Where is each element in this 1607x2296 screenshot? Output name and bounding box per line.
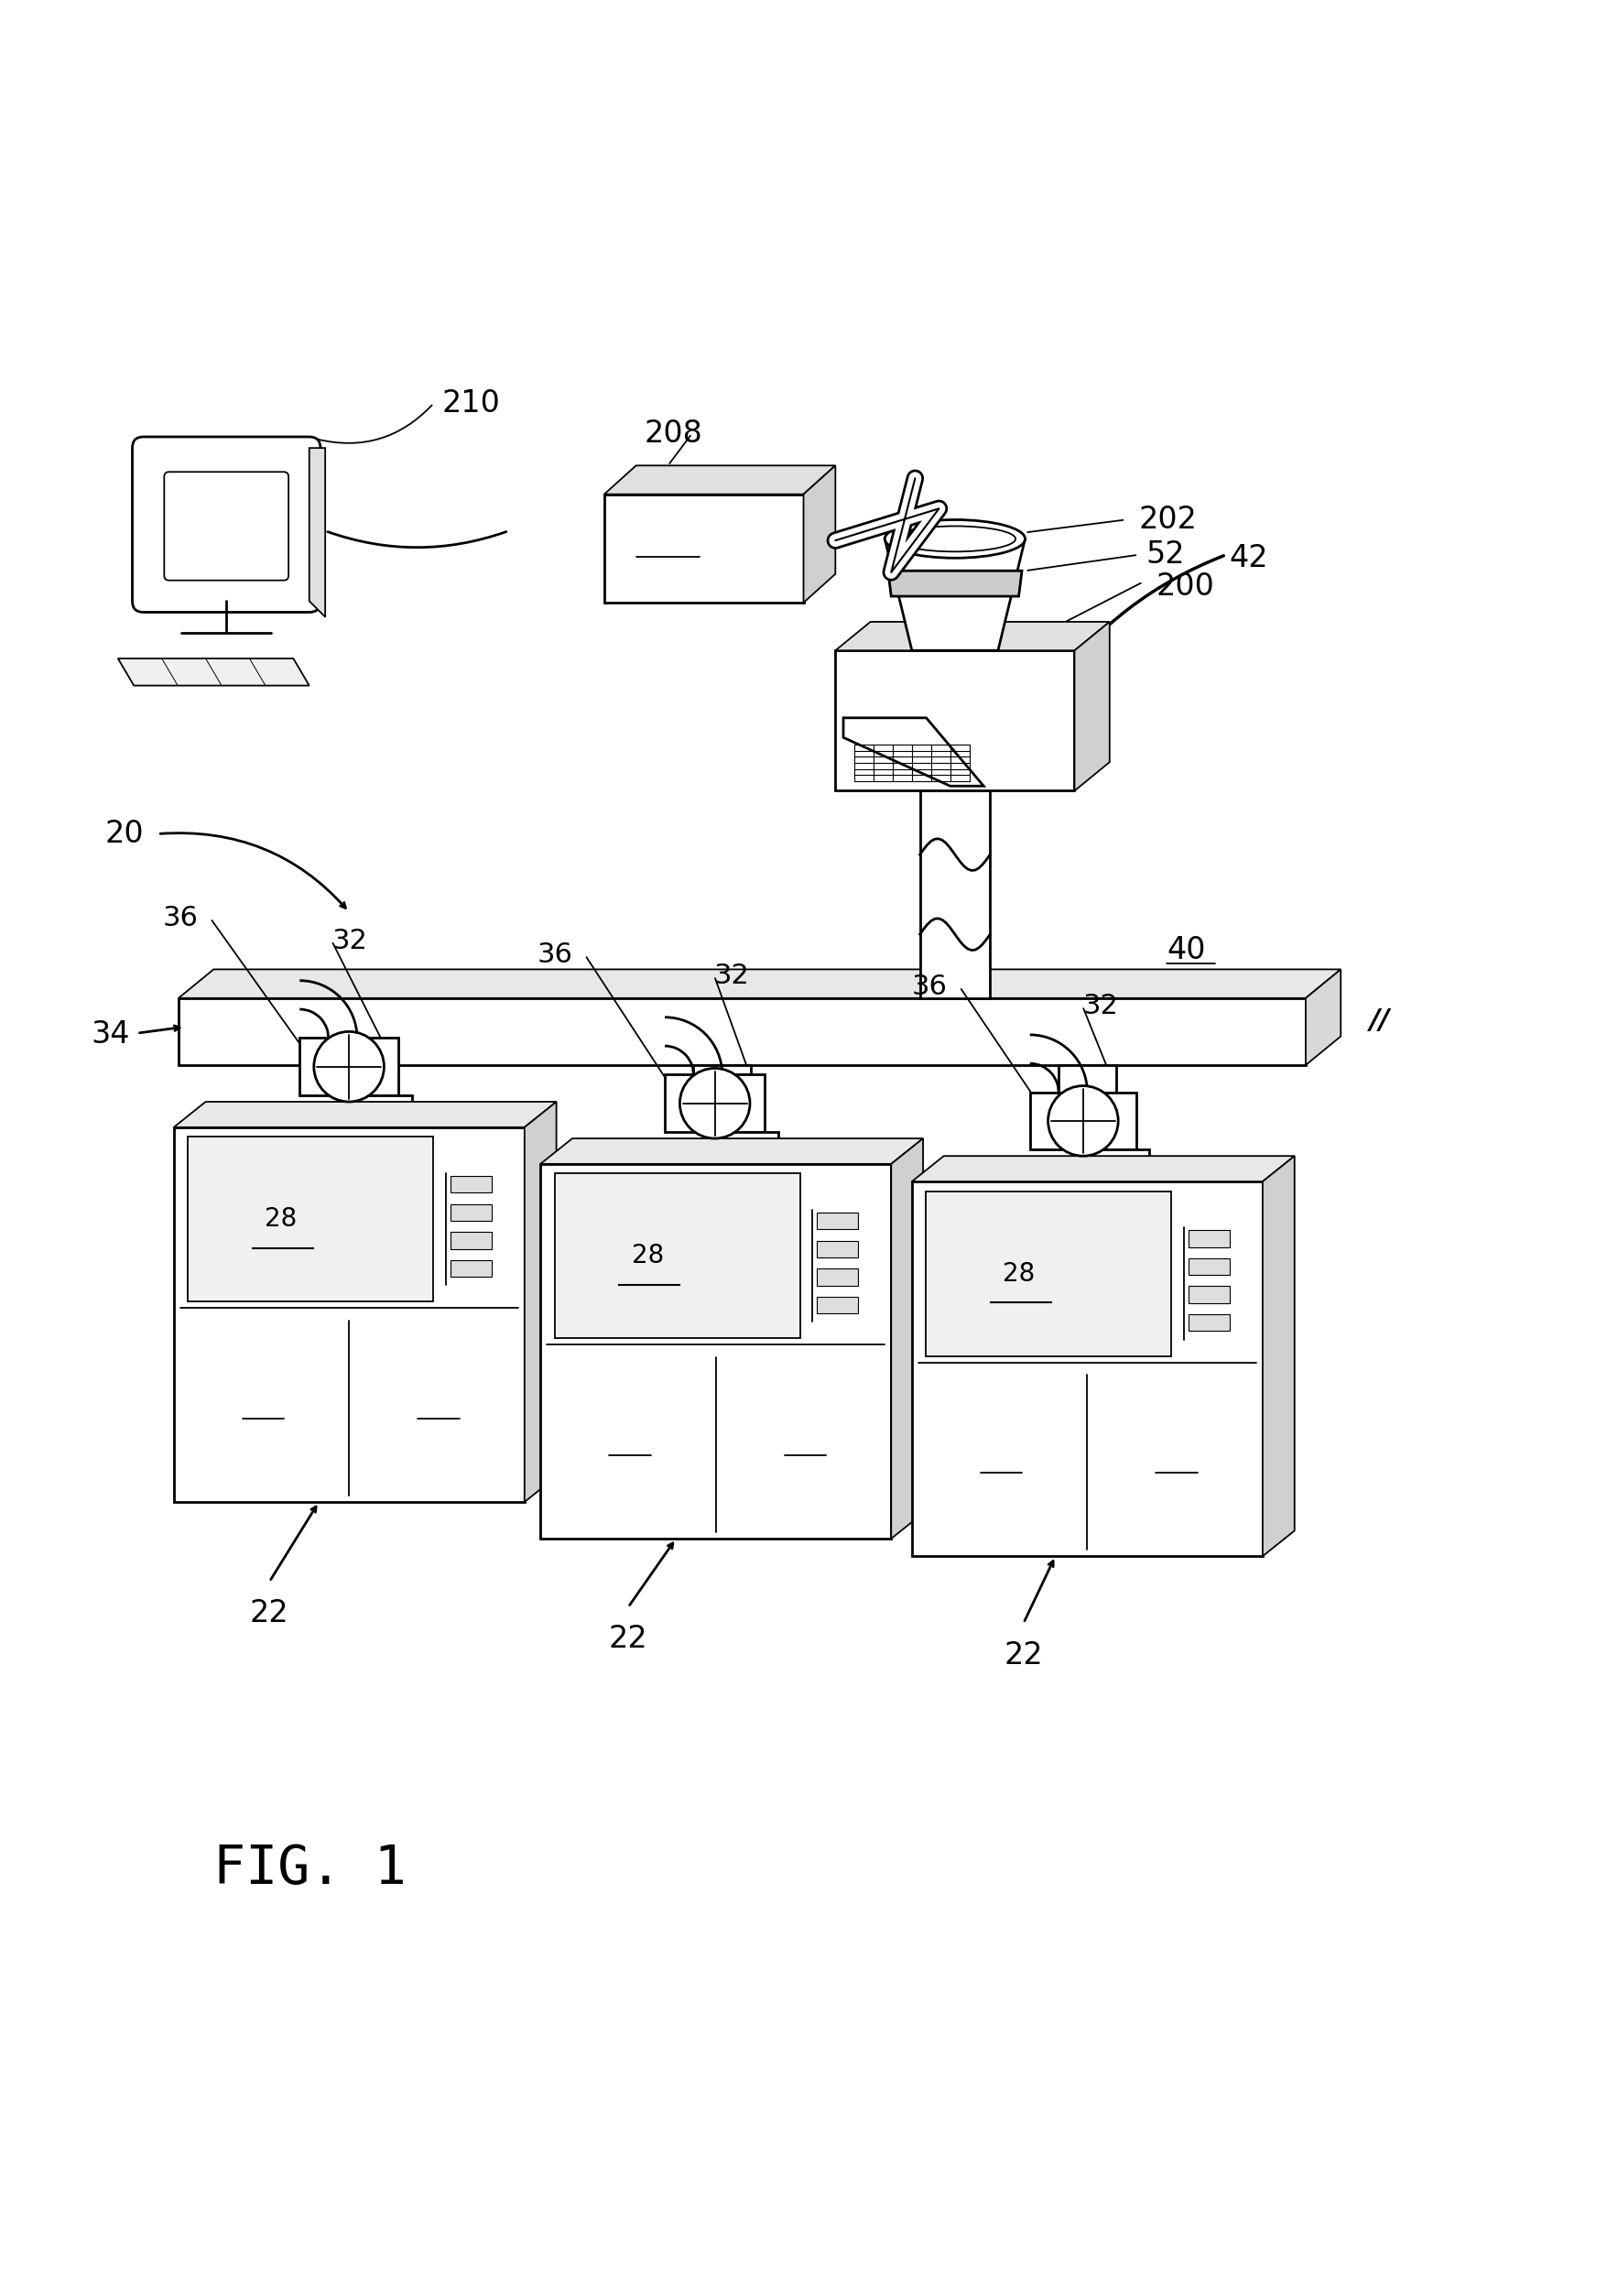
Text: 28: 28 bbox=[265, 1205, 297, 1233]
Polygon shape bbox=[911, 1155, 1295, 1182]
Text: 52: 52 bbox=[1146, 540, 1186, 569]
Text: FIG. 1: FIG. 1 bbox=[214, 1844, 407, 1894]
Bar bbox=[1189, 1231, 1229, 1247]
Text: 40: 40 bbox=[1167, 934, 1205, 964]
Bar bbox=[816, 1240, 858, 1258]
Text: 32: 32 bbox=[1083, 992, 1118, 1019]
Polygon shape bbox=[524, 1102, 556, 1502]
Polygon shape bbox=[301, 1038, 399, 1095]
Polygon shape bbox=[836, 650, 1075, 790]
Polygon shape bbox=[694, 1065, 750, 1075]
Polygon shape bbox=[1091, 1150, 1149, 1182]
Polygon shape bbox=[885, 540, 1025, 650]
Text: 36: 36 bbox=[162, 905, 198, 932]
Polygon shape bbox=[844, 719, 983, 785]
Bar bbox=[450, 1261, 492, 1277]
Text: 20: 20 bbox=[104, 820, 145, 850]
Circle shape bbox=[680, 1068, 750, 1139]
Text: 28: 28 bbox=[1003, 1261, 1035, 1286]
Bar bbox=[1189, 1258, 1229, 1274]
Text: 36: 36 bbox=[911, 974, 948, 1001]
Bar bbox=[816, 1270, 858, 1286]
Polygon shape bbox=[919, 790, 990, 999]
FancyBboxPatch shape bbox=[132, 436, 320, 613]
Polygon shape bbox=[926, 1192, 1172, 1357]
Text: 200: 200 bbox=[1155, 572, 1215, 602]
Text: 36: 36 bbox=[537, 941, 572, 969]
Polygon shape bbox=[178, 999, 1306, 1065]
Circle shape bbox=[313, 1031, 384, 1102]
Bar bbox=[1189, 1313, 1229, 1332]
Text: 210: 210 bbox=[442, 388, 500, 418]
Bar bbox=[450, 1203, 492, 1221]
Polygon shape bbox=[1059, 1065, 1115, 1093]
Polygon shape bbox=[540, 1164, 892, 1538]
Text: 42: 42 bbox=[1229, 542, 1268, 574]
Polygon shape bbox=[604, 494, 804, 602]
Bar bbox=[450, 1233, 492, 1249]
Polygon shape bbox=[911, 1182, 1263, 1557]
Ellipse shape bbox=[885, 519, 1025, 558]
Text: 208: 208 bbox=[644, 418, 702, 448]
Polygon shape bbox=[889, 572, 1022, 597]
Polygon shape bbox=[604, 466, 836, 494]
Polygon shape bbox=[554, 1173, 800, 1339]
Bar bbox=[816, 1297, 858, 1313]
Polygon shape bbox=[174, 1102, 556, 1127]
Bar bbox=[450, 1176, 492, 1192]
Polygon shape bbox=[540, 1139, 922, 1164]
Polygon shape bbox=[1263, 1155, 1295, 1557]
Text: 28: 28 bbox=[632, 1242, 664, 1270]
Polygon shape bbox=[722, 1132, 779, 1164]
Polygon shape bbox=[188, 1137, 434, 1302]
Polygon shape bbox=[804, 466, 836, 602]
Text: //: // bbox=[1369, 1008, 1390, 1033]
Polygon shape bbox=[117, 659, 309, 687]
Polygon shape bbox=[174, 1127, 524, 1502]
Text: 32: 32 bbox=[331, 928, 366, 953]
Polygon shape bbox=[309, 448, 325, 618]
Text: 22: 22 bbox=[1004, 1639, 1043, 1669]
Bar bbox=[816, 1212, 858, 1228]
Polygon shape bbox=[836, 622, 1109, 650]
Text: 34: 34 bbox=[92, 1019, 130, 1049]
Polygon shape bbox=[1306, 969, 1340, 1065]
Text: 32: 32 bbox=[714, 962, 750, 990]
Polygon shape bbox=[1075, 622, 1109, 790]
Text: 22: 22 bbox=[609, 1623, 648, 1653]
FancyBboxPatch shape bbox=[164, 473, 289, 581]
Polygon shape bbox=[665, 1075, 765, 1132]
Polygon shape bbox=[328, 1038, 386, 1065]
Text: 202: 202 bbox=[1138, 505, 1197, 535]
Polygon shape bbox=[355, 1095, 411, 1127]
Polygon shape bbox=[892, 1139, 922, 1538]
Polygon shape bbox=[1030, 1093, 1136, 1150]
Text: 22: 22 bbox=[249, 1598, 289, 1628]
Circle shape bbox=[1048, 1086, 1118, 1155]
Ellipse shape bbox=[895, 526, 1016, 551]
Bar bbox=[1189, 1286, 1229, 1304]
Polygon shape bbox=[178, 969, 1340, 999]
